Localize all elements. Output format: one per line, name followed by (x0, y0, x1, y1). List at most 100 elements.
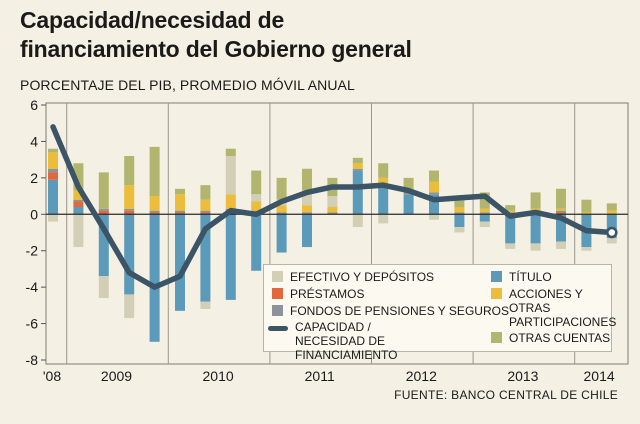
line-end-marker (606, 226, 618, 239)
bar-efectivo-2011-Q4 (352, 214, 363, 228)
bar-titulo-2013-Q3 (530, 214, 541, 244)
bar-prestamos-2013-Q4 (556, 212, 566, 215)
y-tick-label: 4 (30, 133, 38, 149)
bar-fondos-2009-Q2 (98, 208, 109, 211)
legend-swatch-efectivo (272, 271, 283, 282)
chart-title-line-1: Capacidad/necesidad de (20, 7, 285, 33)
bar-titulo-2009-Q3 (124, 214, 135, 295)
legend-label-titulo: TÍTULO (509, 270, 552, 284)
bar-acciones-2011-Q3 (327, 207, 338, 213)
y-tick-label: -2 (26, 243, 39, 259)
bar-prestamos-2008-Q4 (48, 172, 58, 180)
bar-acciones-2012-Q3 (429, 181, 439, 193)
legend-label-otras: OTRAS CUENTAS (509, 331, 611, 345)
bar-acciones-2009-Q3 (124, 185, 135, 209)
x-tick-label: 2012 (406, 368, 437, 384)
y-tick-label: -8 (26, 352, 39, 368)
bar-titulo-2009-Q4 (149, 214, 160, 342)
bar-acciones-2013-Q4 (556, 208, 566, 211)
bar-otras-2011-Q2 (302, 168, 312, 191)
bar-titulo-2010-Q1 (175, 214, 185, 311)
bar-otras-2012-Q2 (403, 177, 414, 189)
legend-swatch-prestamos (272, 288, 283, 299)
legend-swatch-otras (491, 332, 502, 343)
legend-item-prestamos: PRÉSTAMOS (272, 287, 364, 301)
legend-item-acciones: ACCIONES Y OTRAS PARTICIPACIONES (491, 287, 616, 329)
bar-fondos-2013-Q1 (479, 212, 490, 215)
bar-otras-2010-Q1 (175, 188, 185, 195)
bar-titulo-2013-Q1 (479, 214, 490, 222)
bar-efectivo-2014-Q2 (606, 237, 617, 244)
bar-titulo-2012-Q3 (429, 194, 439, 215)
legend-item-otras: OTRAS CUENTAS (491, 331, 610, 345)
bar-efectivo-2012-Q4 (454, 227, 465, 233)
chart-subtitle: PORCENTAJE DEL PIB, PROMEDIO MÓVIL ANUAL (20, 77, 355, 93)
bar-fondos-2013-Q4 (556, 210, 566, 213)
bar-titulo-2011-Q4 (352, 170, 363, 215)
bar-prestamos-2009-Q1 (73, 201, 84, 207)
bar-acciones-2011-Q4 (352, 163, 363, 169)
bar-otras-2013-Q1 (479, 192, 490, 209)
bar-prestamos-2009-Q4 (149, 212, 160, 215)
x-tick-label: '08 (43, 368, 61, 384)
bar-titulo-2013-Q4 (556, 214, 566, 242)
source-note: FUENTE: BANCO CENTRAL DE CHILE (394, 388, 618, 402)
bar-acciones-2014-Q2 (606, 210, 617, 215)
bar-titulo-2008-Q4 (48, 179, 58, 215)
bar-otras-2009-Q4 (149, 146, 160, 197)
legend-swatch-acciones (491, 288, 502, 299)
bar-titulo-2010-Q4 (251, 214, 262, 271)
bar-otras-2010-Q4 (251, 170, 262, 195)
bar-fondos-2010-Q1 (175, 210, 185, 213)
legend-swatch-fondos (272, 305, 283, 316)
bar-titulo-2010-Q2 (200, 214, 211, 302)
bar-fondos-2009-Q1 (73, 199, 84, 202)
bar-otras-2010-Q3 (225, 148, 236, 156)
legend-swatch-capacidad (268, 326, 288, 331)
bar-titulo-2009-Q1 (73, 207, 84, 215)
bar-otras-2012-Q3 (429, 170, 439, 182)
bar-otras-2011-Q4 (352, 157, 363, 164)
plot-frame (45, 102, 629, 365)
bar-otras-2013-Q3 (530, 192, 541, 209)
legend-item-efectivo: EFECTIVO Y DEPÓSITOS (272, 270, 434, 284)
bar-otras-2009-Q1 (73, 163, 84, 191)
bar-titulo-2012-Q1 (378, 186, 389, 215)
bar-prestamos-2009-Q3 (124, 210, 135, 215)
bar-titulo-2011-Q2 (302, 214, 312, 248)
bar-efectivo-2013-Q3 (530, 243, 541, 251)
bar-fondos-2012-Q3 (429, 192, 439, 195)
legend-item-titulo: TÍTULO (491, 270, 552, 284)
bar-acciones-2010-Q1 (175, 194, 185, 211)
y-tick-label: -4 (26, 279, 39, 295)
bar-efectivo-2010-Q2 (200, 301, 211, 309)
legend-item-fondos: FONDOS DE PENSIONES Y SEGUROS (272, 304, 509, 318)
bar-fondos-2009-Q4 (149, 210, 160, 213)
bar-fondos-2009-Q3 (124, 208, 135, 211)
bar-otras-2012-Q1 (378, 163, 389, 178)
bar-acciones-2014-Q1 (581, 212, 592, 215)
y-tick-label: 6 (30, 97, 38, 113)
bar-efectivo-2009-Q2 (98, 276, 109, 299)
bar-otras-2013-Q2 (505, 205, 516, 211)
bar-otras-2008-Q4 (48, 148, 58, 153)
x-axis: '08 2009 2010 2011 2012 2013 2014 (43, 368, 615, 384)
bar-acciones-2013-Q2 (505, 210, 516, 213)
bar-acciones-2012-Q1 (378, 177, 389, 184)
series-line-capacidad (50, 124, 615, 290)
y-tick-label: 0 (30, 206, 38, 222)
legend-label-prestamos: PRÉSTAMOS (290, 287, 365, 301)
bar-fondos-2011-Q3 (327, 212, 338, 215)
bar-efectivo-2009-Q3 (124, 294, 135, 319)
x-tick-label: 2009 (101, 368, 132, 384)
bar-acciones-2008-Q4 (48, 152, 58, 169)
bar-efectivo-2009-Q1 (73, 214, 84, 248)
bar-otras-2010-Q2 (200, 185, 211, 200)
bar-prestamos-2010-Q1 (175, 212, 185, 215)
x-tick-label: 2014 (584, 368, 615, 384)
bar-prestamos-2010-Q2 (200, 212, 211, 215)
bar-titulo-2012-Q4 (454, 214, 465, 228)
legend: EFECTIVO Y DEPÓSITOS PRÉSTAMOS FONDOS DE… (263, 264, 616, 362)
bar-efectivo-2014-Q1 (581, 247, 592, 251)
